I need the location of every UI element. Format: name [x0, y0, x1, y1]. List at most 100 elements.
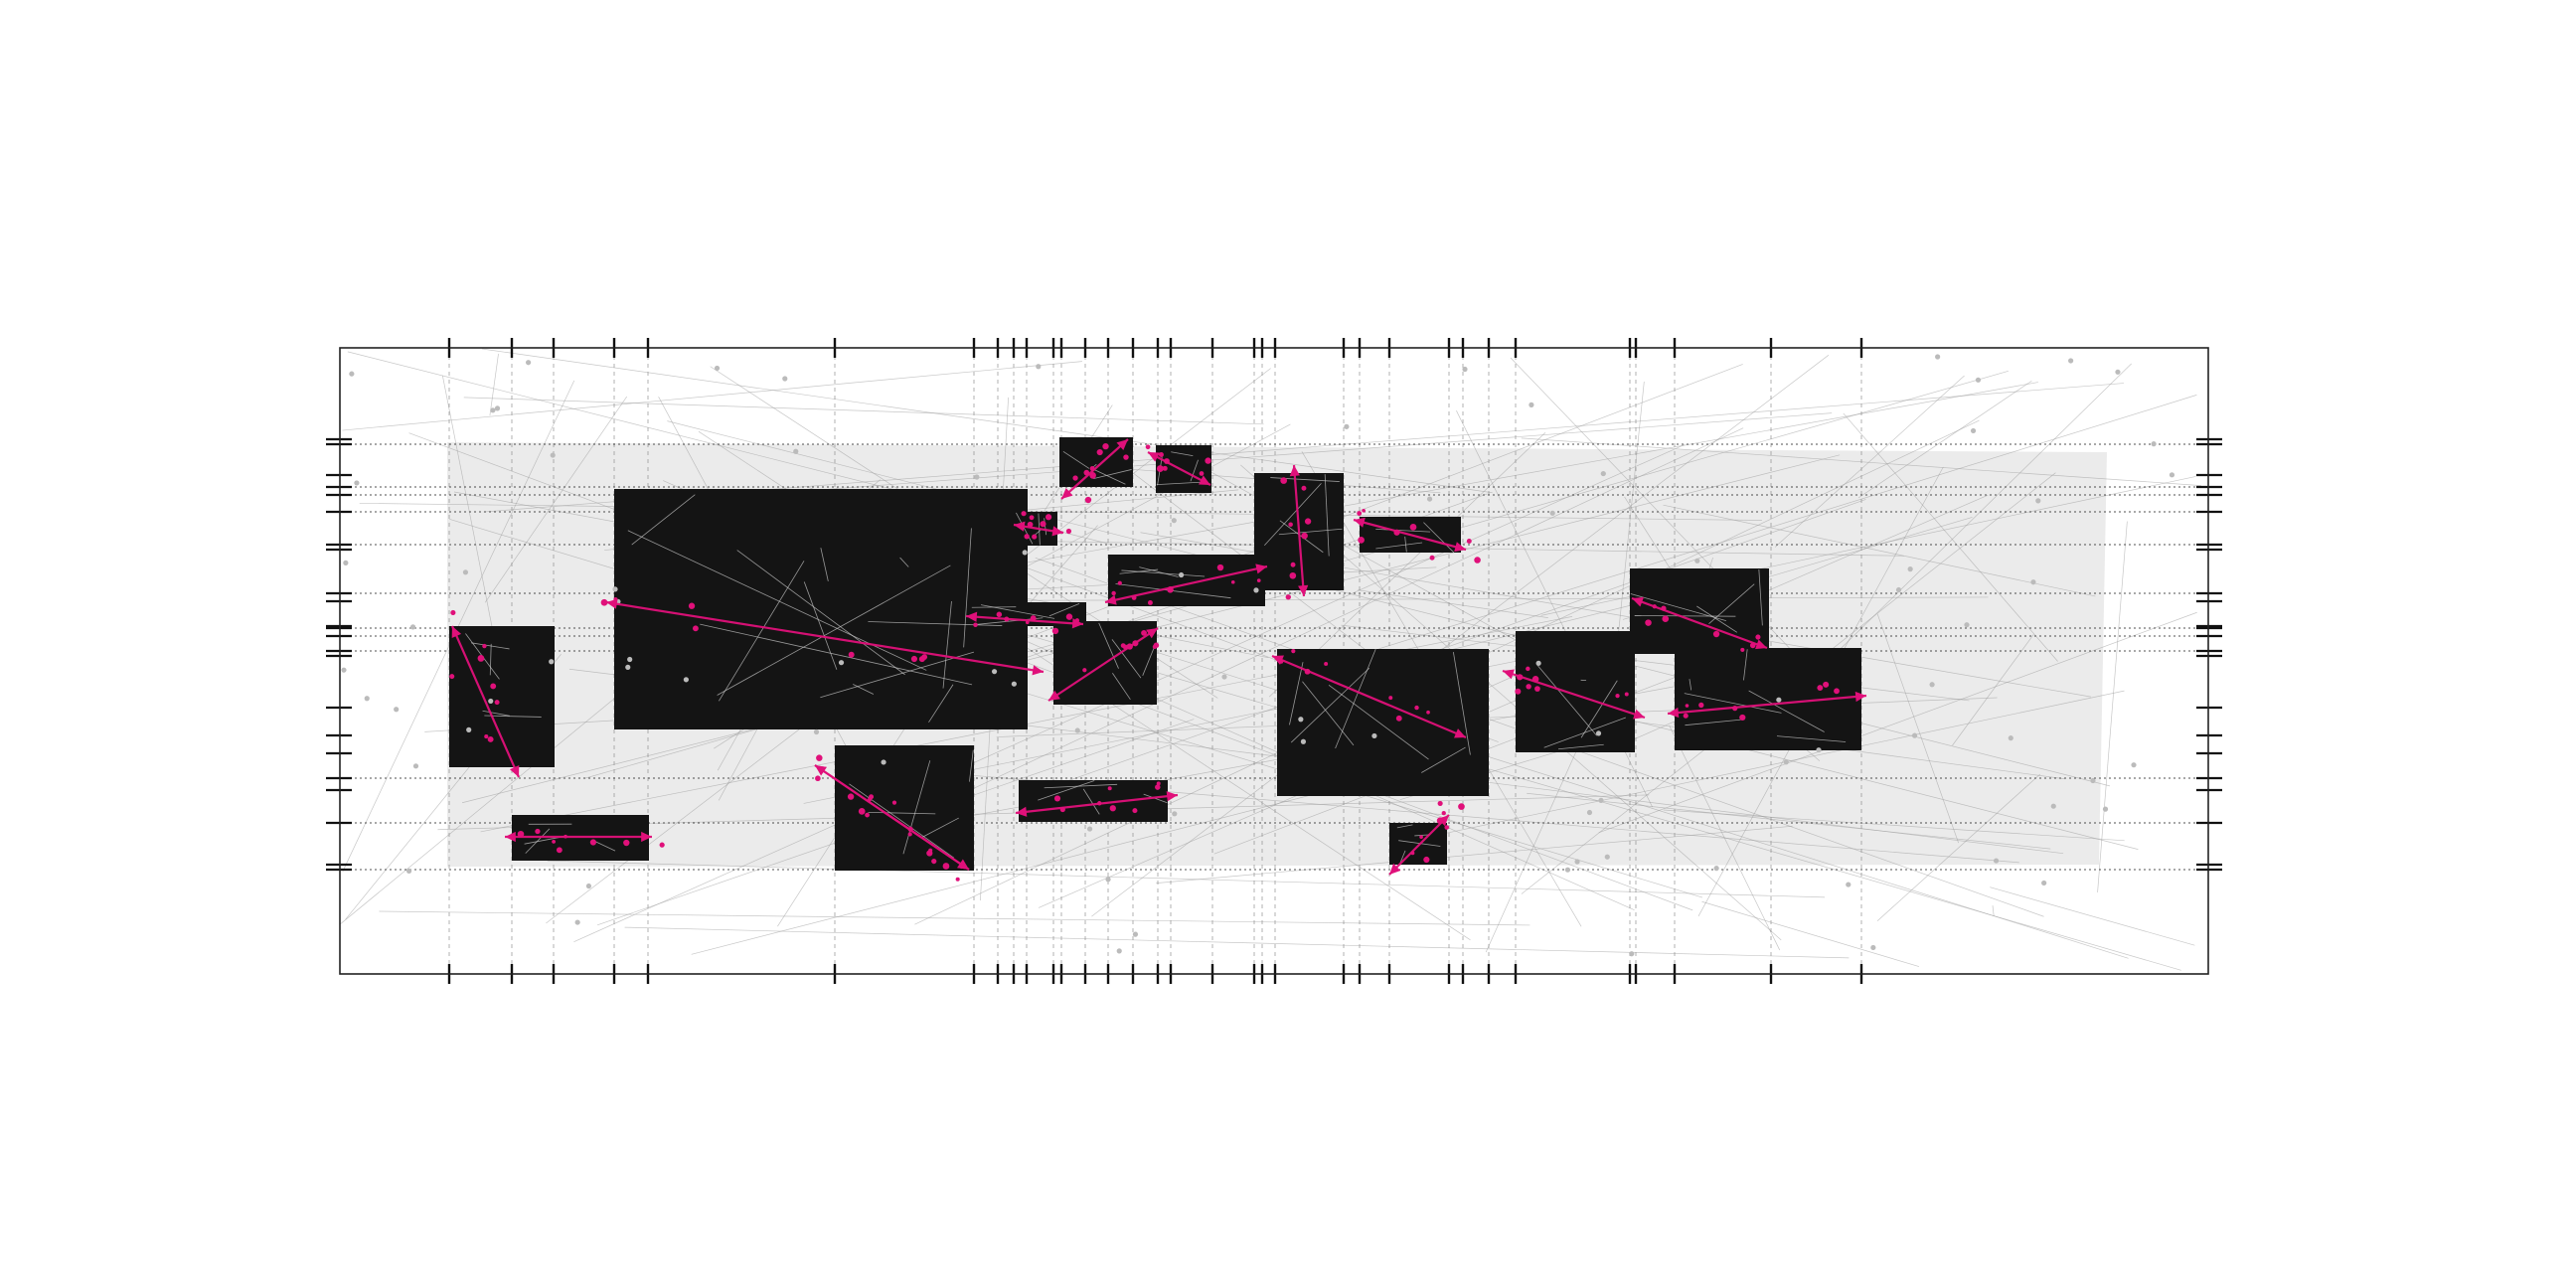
- inner-line: [1399, 850, 1406, 864]
- thread-line: [379, 910, 1530, 926]
- accent-dot: [487, 735, 494, 742]
- accent-dot: [1089, 465, 1095, 471]
- arrow-head: [509, 765, 520, 777]
- arrow-head: [1454, 542, 1466, 553]
- accent-dot: [1097, 801, 1102, 806]
- inner-line: [1044, 518, 1047, 536]
- node-dot: [409, 624, 416, 630]
- arrow-head: [1014, 521, 1026, 532]
- accent-dot: [1123, 454, 1129, 460]
- node-dot: [782, 376, 788, 382]
- inner-line: [1171, 451, 1194, 457]
- inner-line: [1264, 483, 1322, 547]
- accent-dot: [1053, 795, 1061, 802]
- inner-line: [969, 749, 974, 782]
- arrow-head: [1454, 728, 1466, 738]
- inner-line: [1543, 717, 1626, 748]
- thread-line: [2097, 521, 2128, 892]
- accent-dot: [1685, 704, 1690, 708]
- arrow-head: [966, 611, 978, 622]
- accent-dot: [1147, 600, 1153, 605]
- thread-line: [1038, 494, 1989, 908]
- accent-dot: [1155, 784, 1161, 790]
- inner-line: [1557, 743, 1604, 750]
- node-dot: [627, 656, 633, 663]
- accent-dot: [1083, 469, 1090, 476]
- thread-line: [1438, 690, 2125, 836]
- accent-dot: [1712, 630, 1720, 638]
- node-dot: [2090, 777, 2096, 784]
- node-dot: [1911, 732, 1918, 738]
- accent-dot: [1051, 627, 1059, 635]
- node-dot: [1344, 423, 1350, 429]
- accent-dot: [450, 609, 456, 616]
- node-dot: [974, 474, 980, 480]
- black-block: [835, 745, 974, 871]
- inner-line: [1375, 542, 1423, 550]
- accent-dot: [1205, 457, 1211, 464]
- accent-dot: [659, 842, 665, 848]
- arrow-head: [1632, 596, 1644, 607]
- node-dot: [1036, 364, 1042, 370]
- accent-dot: [1025, 620, 1030, 625]
- accent-dot: [517, 830, 525, 838]
- accent-dot: [1362, 508, 1366, 513]
- arrow-head: [1032, 665, 1044, 676]
- node-dot: [1132, 931, 1139, 937]
- thread-line: [1598, 611, 2197, 834]
- node-dot: [1462, 366, 1468, 373]
- node-dot: [1022, 550, 1028, 556]
- inner-line: [1685, 719, 1743, 726]
- inner-line: [1119, 568, 1159, 574]
- inner-line: [1414, 834, 1430, 837]
- accent-vector: [1147, 451, 1211, 486]
- inner-line: [1421, 746, 1466, 773]
- thread-line: [481, 348, 1493, 494]
- accent-dot: [1199, 471, 1205, 476]
- accent-dot: [1458, 803, 1465, 810]
- accent-dot: [1817, 685, 1824, 692]
- accent-dot: [1531, 675, 1539, 683]
- accent-dot: [815, 775, 821, 782]
- inner-line: [1048, 603, 1080, 617]
- accent-dot: [1256, 578, 1261, 582]
- node-dot: [585, 883, 592, 889]
- node-dot: [2008, 735, 2013, 741]
- inner-line: [820, 548, 829, 581]
- inner-line: [928, 684, 954, 724]
- black-block: [449, 626, 555, 767]
- inner-line: [1324, 474, 1330, 557]
- node-dot: [2050, 803, 2056, 809]
- accent-dot: [1216, 564, 1224, 571]
- inner-line: [1016, 512, 1034, 545]
- node-dot: [625, 664, 631, 670]
- node-dot: [1074, 727, 1080, 733]
- accent-dot: [921, 654, 928, 661]
- inner-line: [1335, 649, 1376, 749]
- node-dot: [2115, 369, 2121, 375]
- thread-line: [1576, 706, 2139, 850]
- accent-dot: [1029, 515, 1035, 521]
- inner-line: [1452, 651, 1471, 755]
- node-dot: [1870, 944, 1876, 951]
- accent-dot: [1426, 710, 1430, 715]
- inner-line: [700, 623, 973, 686]
- thread-line: [1876, 773, 2041, 921]
- inner-line: [1082, 788, 1100, 815]
- accent-vector: [1667, 694, 1867, 716]
- node-dot: [462, 569, 469, 575]
- inner-line: [868, 811, 936, 815]
- thread-line: [489, 353, 499, 416]
- accent-dot: [1145, 444, 1151, 450]
- accent-dot: [907, 826, 913, 832]
- accent-dot: [1414, 705, 1419, 711]
- inner-line: [803, 581, 838, 670]
- arrow-head: [1668, 707, 1680, 719]
- arrow-head: [505, 831, 516, 843]
- node-dot: [2035, 498, 2041, 504]
- node-dot: [1600, 470, 1606, 477]
- arrow-head: [1148, 452, 1160, 462]
- arrow-head: [1061, 487, 1073, 499]
- node-dot: [412, 763, 419, 769]
- accent-dot: [1280, 477, 1288, 484]
